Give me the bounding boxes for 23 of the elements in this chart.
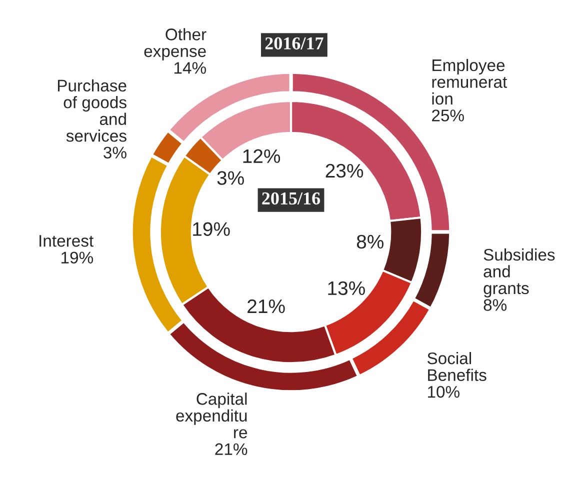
data-label: 23%	[326, 164, 364, 178]
data-label: 3%	[217, 171, 244, 185]
data-label: 12%	[243, 149, 280, 163]
data-label: 10%	[428, 386, 460, 398]
data-label: 3%	[104, 146, 126, 159]
slice-label: Subsidies and grants	[484, 248, 555, 298]
data-label: 21%	[215, 443, 248, 456]
slice-label: Capital expenditu re	[176, 392, 248, 438]
data-label: 19%	[62, 252, 94, 264]
data-label: 8%	[484, 299, 507, 311]
slice-label: Employee remunerat ion	[432, 58, 508, 105]
data-label: 14%	[174, 62, 206, 74]
data-label: 19%	[193, 222, 230, 236]
data-label: 8%	[356, 234, 384, 249]
slice-label: Interest	[40, 235, 94, 247]
slice-label: 2016/17	[265, 37, 324, 50]
data-label: 21%	[248, 299, 285, 314]
slice-label: Other expense	[144, 28, 206, 60]
slice-label: 2015/16	[262, 192, 320, 205]
data-label: 25%	[432, 110, 464, 122]
slice-label: Purchase of goods and services	[58, 79, 126, 142]
data-label: 13%	[328, 281, 365, 296]
slice-label: Social Benefits	[427, 352, 486, 382]
